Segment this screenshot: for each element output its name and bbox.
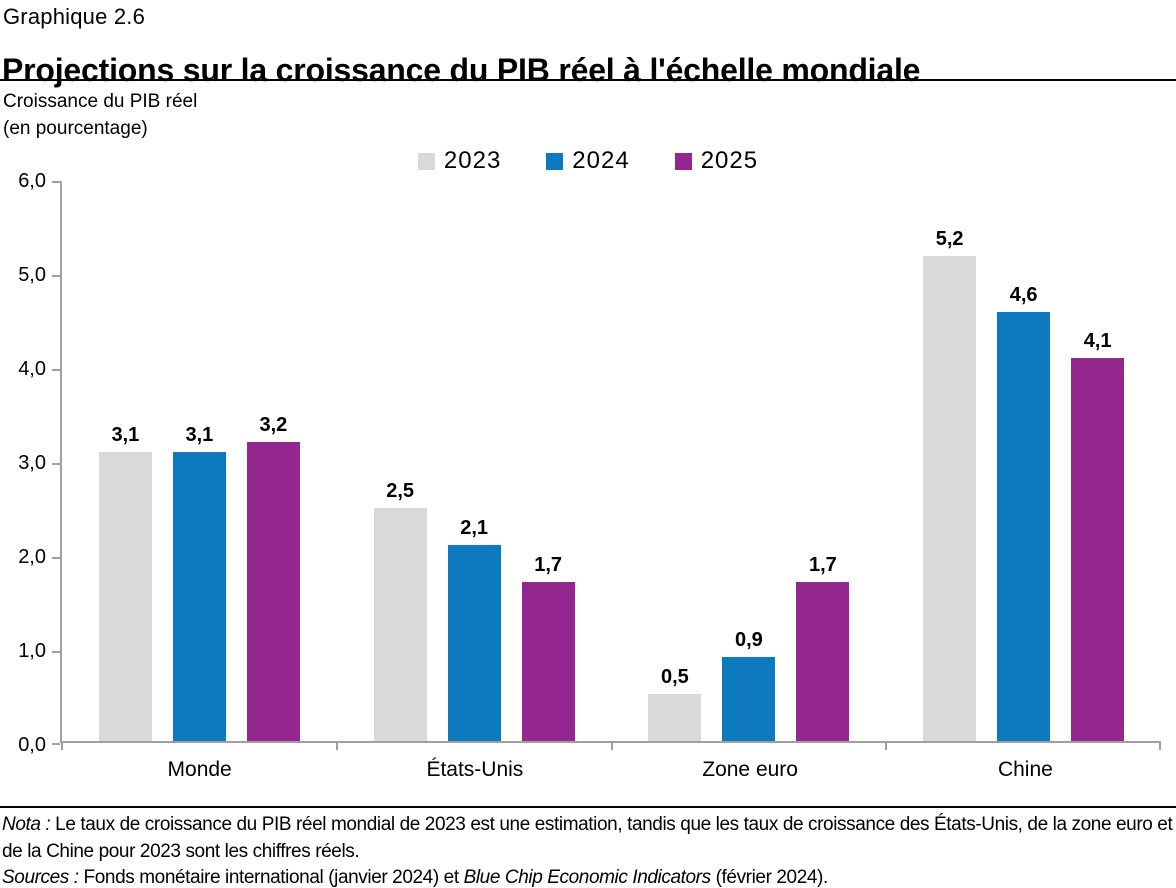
y-axis-tick-label: 6,0 [18,170,46,192]
page-title: Projections sur la croissance du PIB rée… [2,52,921,89]
y-axis-tick-label: 0,0 [18,734,46,756]
category-label-Chine: Chine [997,758,1053,781]
legend-label: 2023 [443,147,502,174]
category-label-Zone euro: Zone euro [702,758,798,781]
sources-body-1: Fonds monétaire international (janvier 2… [78,867,464,888]
bar-2024-Monde: 3,1 [172,424,226,741]
bar-chart: 3,1 3,1 3,2 2,5 2,1 1,7 0,5 0,9 1,7 5,2 4,6 4,1 Mon… [0,170,1163,781]
bar-2023-Zone euro: 0,5 [648,666,702,741]
bar-2023-États-Unis: 2,5 [373,480,427,741]
sources-body-2: (février 2024). [710,867,829,888]
x-axis-tick [1159,741,1161,750]
y-axis-tick-label: 3,0 [18,452,46,474]
y-axis-tick-label: 4,0 [18,358,46,380]
y-axis-tick [52,275,60,277]
plot-area: 3,1 3,1 3,2 2,5 2,1 1,7 0,5 0,9 1,7 5,2 4,6 4,1 [60,181,1161,750]
bar-groups: 3,1 3,1 3,2 2,5 2,1 1,7 0,5 0,9 1,7 5,2 4,6 4,1 [62,181,1161,741]
bar-value-label: 0,9 [734,629,763,651]
bar-value-label: 3,1 [111,423,140,446]
legend-swatch-icon [417,152,435,170]
title-separator [0,79,1176,81]
bar-value-label: 4,1 [1083,330,1112,353]
y-axis-tick-label: 5,0 [18,264,46,286]
chart-number: Graphique 2.6 [3,4,146,29]
x-axis-tick [610,741,613,750]
bar-2025-États-Unis: 1,7 [521,554,575,741]
nota-text: Nota : Le taux de croissance du PIB réel… [2,811,1175,865]
legend-item-2023: 2023 [417,147,502,175]
x-axis-tick [335,741,338,750]
legend-label: 2024 [572,147,630,174]
legend-label: 2025 [700,147,759,174]
bar-group-Monde: 3,1 3,1 3,2 [62,181,337,741]
bar-value-label: 5,2 [935,227,964,250]
bar-value-label: 0,5 [660,666,689,689]
y-axis-tick [52,651,60,653]
bar-2025-Chine: 4,1 [1071,330,1125,741]
y-axis-units: (en pourcentage) [3,118,148,139]
nota-body: Le taux de croissance du PIB réel mondia… [2,814,1173,862]
category-label-États-Unis: États-Unis [426,758,524,781]
y-axis-tick-label: 1,0 [18,640,46,662]
bar-value-label: 1,7 [808,554,837,577]
bar-2024-Chine: 4,6 [997,284,1051,741]
bar-value-label: 2,5 [386,479,415,502]
bar-2024-États-Unis: 2,1 [447,517,501,741]
sources-text: Sources : Fonds monétaire international … [2,864,1175,888]
bar-value-label: 2,1 [460,517,489,539]
bar-value-label: 3,1 [185,423,214,446]
category-label-Monde: Monde [167,758,232,781]
y-axis-tick [52,181,60,183]
bar-group-Chine: 5,2 4,6 4,1 [886,181,1161,741]
category-axis-labels: Monde États-Unis Zone euro Chine [62,758,1163,782]
bar-value-label: 3,2 [259,414,288,437]
legend-swatch-icon [674,152,692,170]
bar-value-label: 1,7 [534,554,563,577]
x-axis-tick [61,741,63,750]
y-axis-title: Croissance du PIB réel [3,91,198,112]
sources-publication: Blue Chip Economic Indicators [463,867,712,888]
y-axis-tick [52,557,60,559]
legend-swatch-icon [546,152,564,170]
y-axis-tick-label: 2,0 [18,546,46,568]
bar-group-Zone euro: 0,5 0,9 1,7 [612,181,887,741]
bar-2025-Monde: 3,2 [246,414,300,741]
legend-item-2024: 2024 [546,147,629,175]
chart-legend: 2023 2024 2025 [0,147,1176,175]
y-axis-tick [52,743,60,745]
nota-label: Nota : [2,814,51,835]
bar-2023-Monde: 3,1 [98,424,152,741]
y-axis-tick [52,369,60,371]
bar-2025-Zone euro: 1,7 [796,554,850,741]
bar-value-label: 4,6 [1009,283,1038,306]
legend-item-2025: 2025 [674,147,759,175]
sources-label: Sources : [2,867,79,888]
bar-2023-Chine: 5,2 [923,228,977,741]
x-axis-tick [885,741,888,750]
y-axis-tick [52,463,60,465]
bar-2024-Zone euro: 0,9 [722,629,776,741]
notes-separator [0,806,1176,808]
bar-group-États-Unis: 2,5 2,1 1,7 [337,181,612,741]
